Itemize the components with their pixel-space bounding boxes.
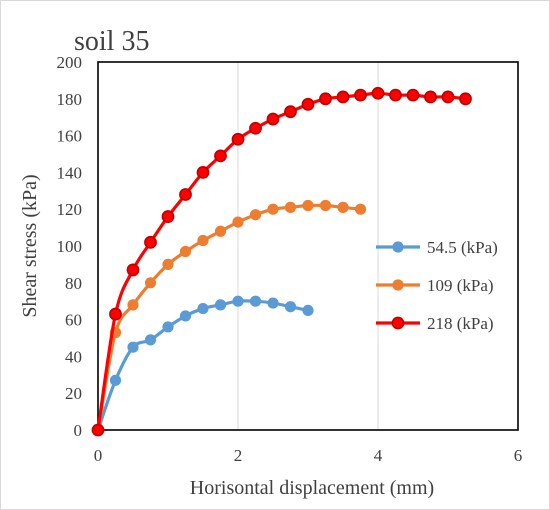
series-1-point-12 [302, 199, 314, 212]
series-0-point-5 [179, 310, 192, 322]
series-1-point-15 [354, 203, 367, 215]
x-axis-label: Horisontal displacement (mm) [190, 477, 434, 499]
series-0-point-9 [249, 295, 262, 307]
series-0-point-8 [232, 295, 244, 307]
y-tick-label-2: 40 [65, 347, 82, 366]
chart-title: soil 35 [74, 26, 149, 57]
legend: 54.5 (kPa) 109 (kPa) 218 (kPa) [376, 238, 498, 333]
series-2-point-4 [161, 210, 175, 223]
legend-label-1: 109 (kPa) [427, 276, 494, 295]
series-0-point-3 [144, 334, 157, 346]
series-2-point-5 [179, 188, 192, 201]
series-1-point-3 [144, 277, 157, 289]
series-1-point-11 [284, 201, 297, 213]
series-1 [92, 199, 367, 436]
series-2-point-20 [441, 90, 455, 104]
x-axis-tick-labels: 0 2 4 6 [94, 446, 523, 465]
series-line-1 [96, 203, 361, 431]
legend-swatch-marker-2 [391, 316, 405, 330]
series-2-point-2 [126, 263, 140, 277]
plot-area-border [97, 61, 519, 431]
series-0 [92, 295, 314, 436]
series-2-point-12 [301, 97, 315, 111]
series-2 [91, 86, 472, 437]
series-2-point-17 [389, 88, 402, 102]
series-1-point-13 [319, 199, 332, 212]
legend-item-2: 218 (kPa) [376, 314, 494, 333]
y-tick-label-8: 160 [57, 127, 83, 146]
series-0-point-10 [267, 297, 279, 309]
series-1-point-14 [337, 201, 349, 213]
series-2-point-10 [266, 112, 280, 126]
series-line-2 [96, 91, 466, 431]
grid-lines [237, 62, 379, 430]
series-1-point-4 [162, 258, 174, 270]
series-0-point-12 [302, 304, 314, 316]
x-tick-label-1: 2 [234, 446, 243, 465]
series-0-point-6 [197, 302, 209, 315]
legend-item-1: 109 (kPa) [376, 276, 494, 295]
y-tick-label-1: 20 [65, 384, 82, 403]
series-2-point-11 [284, 105, 297, 119]
series-0-point-1 [109, 374, 122, 386]
x-tick-label-0: 0 [94, 446, 103, 465]
series-0-point-7 [214, 299, 227, 311]
series-0-point-4 [162, 321, 174, 333]
series-1-point-7 [214, 225, 227, 237]
y-tick-label-7: 140 [57, 163, 83, 182]
y-axis-label: Shear stress (kPa) [19, 174, 41, 317]
legend-item-0: 54.5 (kPa) [376, 238, 498, 257]
y-tick-label-3: 60 [65, 311, 82, 330]
legend-swatch-marker-1 [392, 279, 404, 291]
series-2-point-16 [371, 86, 385, 100]
series-2-point-14 [336, 90, 350, 104]
series-2-point-21 [459, 92, 472, 106]
series-2-point-1 [109, 307, 122, 321]
series-2-point-13 [319, 92, 332, 106]
y-tick-label-9: 180 [57, 90, 83, 109]
x-tick-label-3: 6 [514, 446, 523, 465]
series-2-point-9 [249, 121, 262, 135]
series-2-point-15 [354, 88, 367, 102]
x-tick-label-2: 4 [374, 446, 383, 465]
y-axis-tick-labels: 0 20 40 60 80 100 120 140 160 180 200 [57, 53, 83, 440]
y-tick-label-4: 80 [65, 274, 82, 293]
series-0-point-11 [284, 301, 297, 313]
y-tick-label-0: 0 [74, 421, 83, 440]
series-line-0 [96, 299, 309, 431]
y-tick-label-6: 120 [57, 200, 83, 219]
series-1-point-6 [197, 234, 209, 247]
series-2-point-7 [214, 149, 227, 163]
series-1-point-9 [249, 209, 262, 221]
series-1-point-8 [232, 216, 244, 228]
legend-label-2: 218 (kPa) [427, 314, 494, 333]
series-2-point-3 [144, 235, 157, 249]
legend-label-0: 54.5 (kPa) [427, 238, 498, 257]
series-2-point-19 [424, 90, 437, 104]
data-series [91, 86, 472, 437]
series-2-point-6 [196, 165, 210, 179]
y-tick-label-5: 100 [57, 237, 83, 256]
y-tick-label-10: 200 [57, 53, 83, 72]
series-1-point-10 [267, 203, 279, 215]
series-2-point-18 [406, 88, 420, 102]
series-0-point-2 [127, 341, 139, 353]
series-1-point-2 [127, 299, 139, 311]
series-2-point-0 [91, 423, 105, 437]
legend-swatch-marker-0 [392, 241, 404, 253]
series-1-point-5 [179, 245, 192, 258]
series-2-point-8 [231, 132, 245, 146]
